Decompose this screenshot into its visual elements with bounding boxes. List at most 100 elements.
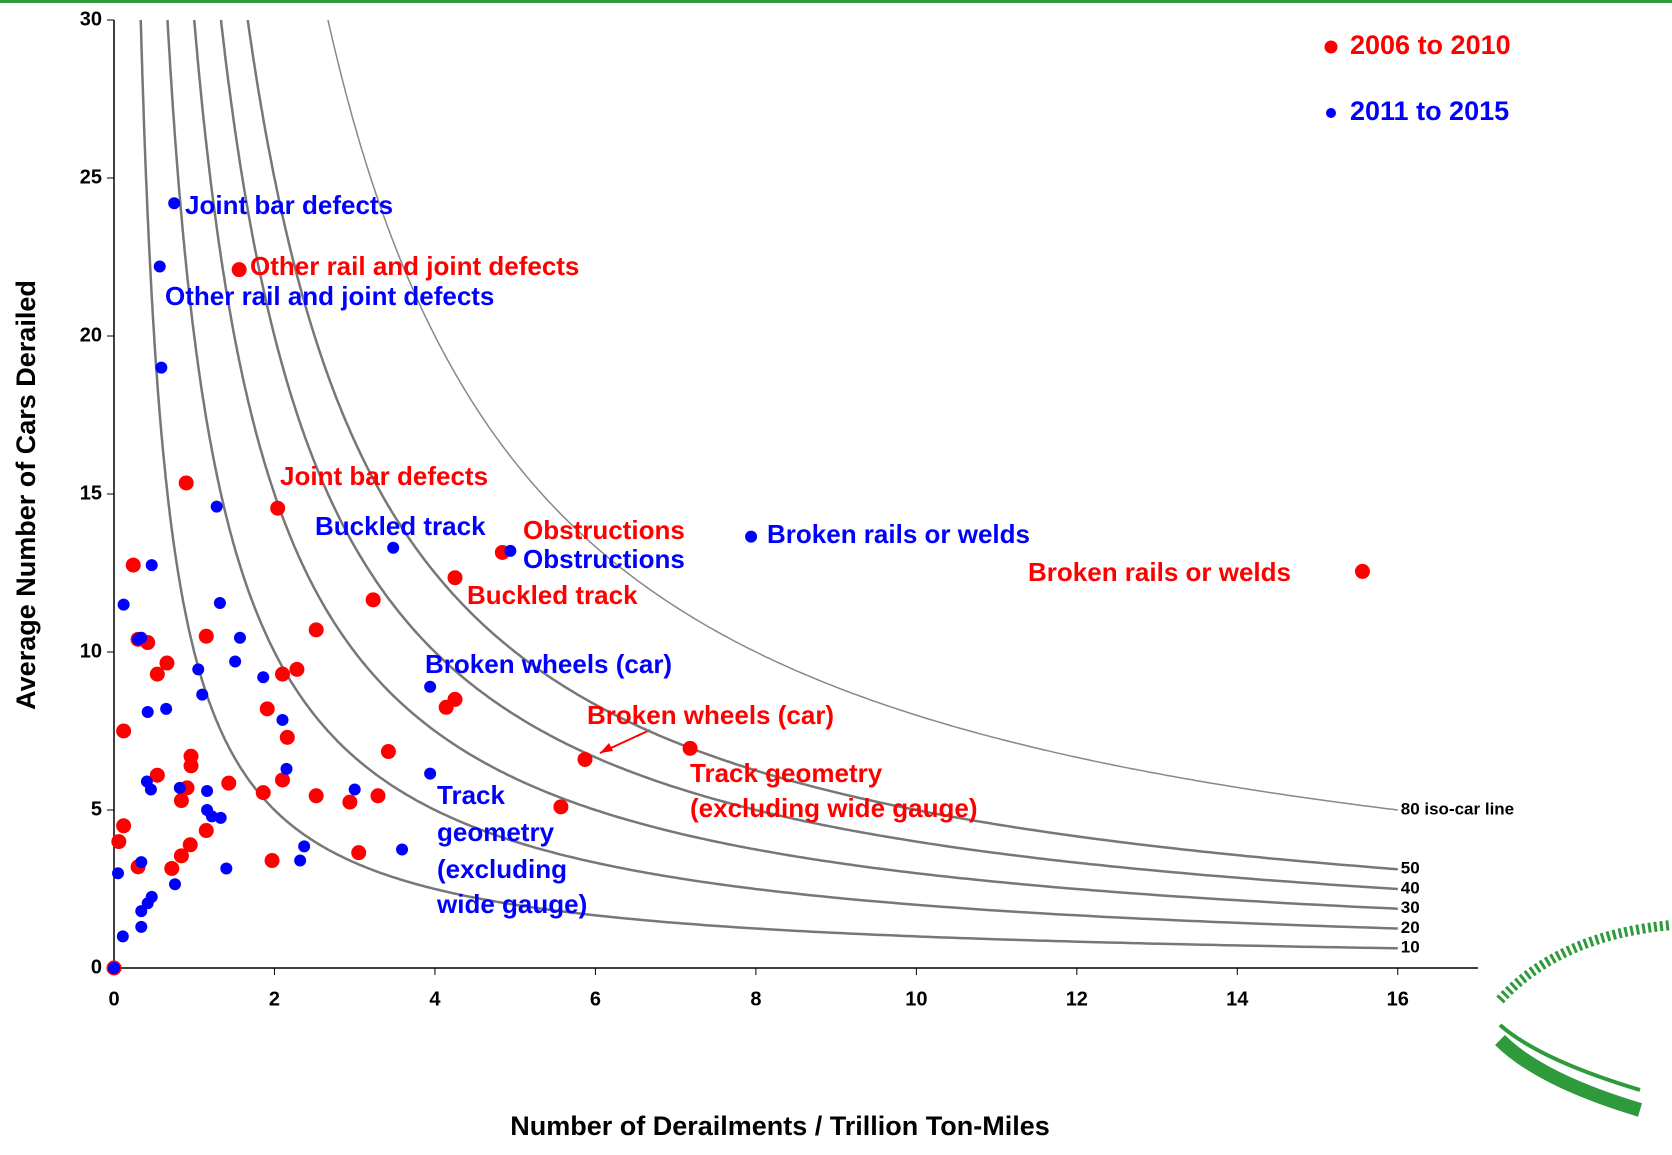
point — [447, 691, 463, 707]
point — [164, 860, 180, 876]
iso-line-label: 20 — [1401, 918, 1420, 937]
iso-line — [246, 19, 1398, 871]
point — [198, 628, 214, 644]
point — [183, 758, 199, 774]
point — [370, 788, 386, 804]
point — [264, 853, 280, 869]
iso-line-label: 10 — [1401, 938, 1420, 957]
point — [447, 570, 463, 586]
point — [192, 663, 205, 676]
point — [112, 867, 125, 880]
x-axis-label: Number of Derailments / Trillion Ton-Mil… — [510, 1111, 1050, 1141]
point — [196, 688, 209, 701]
y-tick-label: 20 — [80, 324, 102, 346]
point — [308, 788, 324, 804]
point — [116, 818, 132, 834]
iso-line-label: 50 — [1401, 859, 1420, 878]
point — [198, 823, 214, 839]
annotation: Other rail and joint defects — [250, 251, 579, 281]
point — [108, 962, 120, 974]
point — [141, 706, 154, 719]
annotation: Broken wheels (car) — [587, 700, 834, 730]
x-tick-label: 4 — [429, 988, 441, 1010]
iso-line — [139, 19, 1398, 950]
annotation: Obstructions — [523, 544, 685, 574]
point — [213, 597, 226, 610]
x-tick-label: 10 — [905, 988, 927, 1010]
point — [424, 767, 437, 780]
annotation: Other rail and joint defects — [165, 281, 494, 311]
point — [111, 834, 127, 850]
annotation: wide gauge) — [436, 889, 587, 919]
point — [682, 740, 698, 756]
point — [229, 655, 242, 668]
iso-line-label: 30 — [1401, 898, 1420, 917]
point — [159, 655, 175, 671]
point — [342, 794, 358, 810]
point — [270, 500, 286, 516]
point — [135, 920, 148, 933]
y-tick-label: 30 — [80, 8, 102, 30]
annotation: Obstructions — [523, 515, 685, 545]
point — [396, 843, 409, 856]
x-tick-label: 12 — [1066, 988, 1088, 1010]
point — [294, 854, 307, 867]
annotation: Buckled track — [315, 511, 486, 541]
point — [365, 592, 381, 608]
arrow-head — [600, 743, 613, 753]
y-tick-label: 25 — [80, 166, 102, 188]
iso-line-label: 80 iso-car line — [1401, 799, 1514, 818]
y-tick-label: 0 — [91, 956, 102, 978]
annotation: Track geometry — [690, 758, 883, 788]
point — [424, 680, 437, 693]
point — [220, 862, 233, 875]
top-rule — [0, 0, 1672, 3]
point — [173, 781, 186, 794]
annotation: (excluding wide gauge) — [690, 793, 977, 823]
iso-line — [192, 19, 1398, 911]
x-tick-label: 6 — [590, 988, 601, 1010]
annotation: Joint bar defects — [185, 190, 393, 220]
point — [153, 260, 166, 273]
y-tick-label: 5 — [91, 798, 102, 820]
point — [145, 559, 158, 572]
point — [135, 631, 148, 644]
point — [178, 475, 194, 491]
point — [221, 775, 237, 791]
point — [168, 197, 181, 210]
point — [117, 598, 130, 611]
x-tick-label: 2 — [269, 988, 280, 1010]
iso-line — [327, 19, 1398, 811]
legend-marker — [1324, 40, 1338, 54]
point — [233, 631, 246, 644]
point — [116, 930, 129, 943]
point — [125, 557, 141, 573]
point — [214, 811, 227, 824]
point — [255, 785, 271, 801]
point — [380, 744, 396, 760]
point — [280, 762, 293, 775]
annotation: (excluding — [437, 854, 567, 884]
point — [274, 772, 290, 788]
point — [504, 544, 517, 557]
point — [145, 890, 158, 903]
legend-label: 2011 to 2015 — [1350, 96, 1509, 126]
iso-line — [166, 19, 1398, 930]
point — [577, 751, 593, 767]
x-tick-label: 14 — [1226, 988, 1249, 1010]
point — [149, 666, 165, 682]
legend-label: 2006 to 2010 — [1350, 30, 1511, 60]
point — [257, 671, 270, 684]
iso-line-label: 40 — [1401, 878, 1420, 897]
point — [745, 530, 758, 543]
point — [274, 666, 290, 682]
annotation: Joint bar defects — [280, 461, 488, 491]
y-axis-label: Average Number of Cars Derailed — [11, 280, 41, 710]
point — [259, 701, 275, 717]
annotation: Track — [437, 780, 505, 810]
point — [182, 837, 198, 853]
annotation: geometry — [437, 817, 555, 847]
y-tick-label: 15 — [80, 482, 102, 504]
point — [231, 262, 247, 278]
